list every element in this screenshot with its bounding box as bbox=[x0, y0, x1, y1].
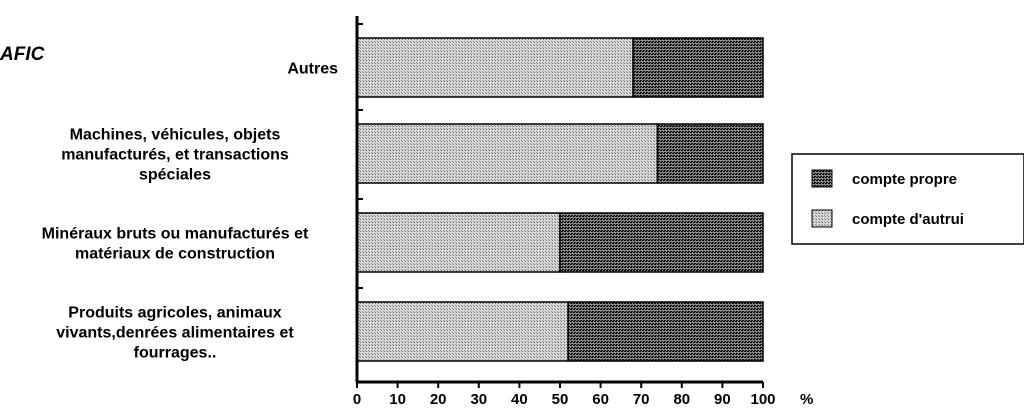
bar-compte-autrui-0 bbox=[356, 37, 634, 98]
category-label-0: Autres bbox=[287, 61, 338, 78]
x-tick-label: 80 bbox=[673, 391, 690, 408]
bars-layer bbox=[356, 23, 764, 362]
bar-compte-propre-1 bbox=[656, 123, 764, 184]
x-tick-label: 50 bbox=[552, 391, 569, 408]
legend-swatch-compte-propre bbox=[811, 169, 833, 188]
legend-swatch-compte-autrui bbox=[811, 209, 833, 228]
category-label-1: Machines, véhicules, objets manufacturés,… bbox=[61, 127, 289, 184]
category-label-3: Produits agricoles, animaux vivants,denré… bbox=[56, 305, 294, 362]
category-labels: Autres Machines, véhicules, objets manufac… bbox=[42, 61, 338, 362]
bar-compte-autrui-2 bbox=[356, 212, 561, 273]
x-tick-label: 70 bbox=[633, 391, 650, 408]
bar-compte-propre-3 bbox=[567, 301, 764, 362]
x-tick-label: 30 bbox=[470, 391, 487, 408]
legend: compte propre compte d'autrui bbox=[791, 153, 1024, 245]
x-tick-label: 60 bbox=[592, 391, 609, 408]
x-tick-label: 20 bbox=[430, 391, 447, 408]
bar-compte-autrui-1 bbox=[356, 123, 659, 184]
x-tick-label: 90 bbox=[714, 391, 731, 408]
x-axis-ticks: 0 10 20 30 40 50 60 70 80 90 100 bbox=[353, 382, 776, 408]
bar-compte-propre-0 bbox=[632, 37, 764, 98]
bar-compte-autrui-3 bbox=[356, 301, 569, 362]
category-label-2: Minéraux bruts ou manufacturés et matéria… bbox=[42, 226, 309, 263]
x-tick-label: 40 bbox=[511, 391, 528, 408]
x-axis-unit: % bbox=[800, 391, 813, 408]
legend-box bbox=[791, 153, 1024, 245]
legend-label-compte-autrui: compte d'autrui bbox=[852, 211, 964, 228]
legend-label-compte-propre: compte propre bbox=[852, 171, 957, 188]
x-tick-label: 100 bbox=[750, 391, 775, 408]
x-tick-label: 10 bbox=[389, 391, 406, 408]
chart-title-fragment: AFIC bbox=[0, 44, 45, 65]
x-tick-label: 0 bbox=[353, 391, 361, 408]
bar-compte-propre-2 bbox=[559, 212, 764, 273]
